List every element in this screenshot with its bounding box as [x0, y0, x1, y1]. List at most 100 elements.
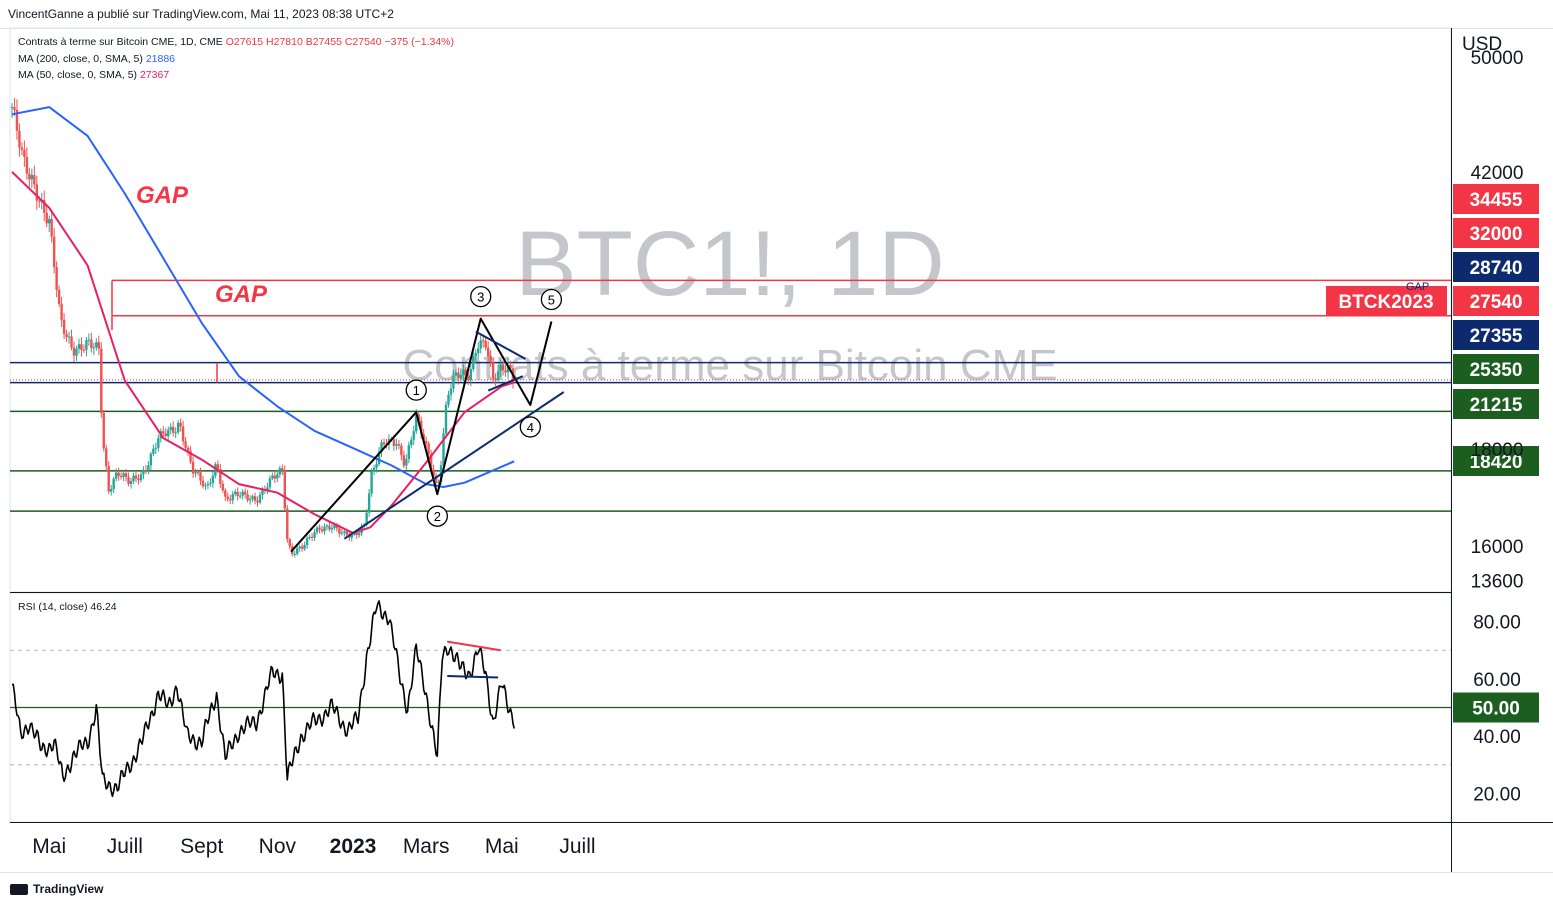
- candle-body: [464, 369, 468, 376]
- candle-body: [169, 426, 172, 430]
- candle: [189, 446, 192, 465]
- candle-body: [30, 175, 34, 180]
- candle: [266, 482, 269, 495]
- candle: [372, 464, 376, 476]
- candle: [320, 525, 324, 534]
- candle: [494, 373, 497, 387]
- legend-rsi-value: 46.24: [90, 601, 117, 613]
- price-tick-50000: 50000: [1471, 48, 1524, 69]
- trendline-triangle-top: [475, 330, 526, 360]
- candle-body: [261, 489, 264, 495]
- candle: [340, 529, 344, 536]
- ma50-line: [11, 171, 515, 534]
- candle-body: [243, 491, 247, 495]
- candle-body: [181, 426, 185, 442]
- candle-body: [375, 464, 378, 468]
- candle-body: [484, 340, 487, 348]
- wave-marker-wave5: 5: [540, 288, 563, 311]
- candle-body: [462, 369, 465, 375]
- candle-body: [330, 527, 334, 530]
- candle-body: [377, 451, 381, 465]
- candle-body: [469, 369, 472, 381]
- candle-body: [457, 372, 460, 379]
- candle-body: [358, 533, 361, 536]
- candle-body: [253, 496, 257, 501]
- level-label-28740: 28740: [1470, 258, 1523, 279]
- level-badge-18420: [1453, 446, 1539, 476]
- candle-body: [224, 490, 227, 497]
- candle-body: [434, 476, 438, 483]
- wave-marker-wave3: 3: [470, 285, 492, 308]
- candle: [325, 524, 329, 531]
- last-price-badge: [1453, 286, 1539, 316]
- candle-body: [119, 476, 123, 478]
- candle: [224, 488, 227, 502]
- candle: [45, 205, 48, 228]
- candle-body: [67, 336, 71, 338]
- candle-body: [214, 464, 217, 476]
- tradingview-logo[interactable]: TradingView: [10, 882, 103, 896]
- candle-body: [172, 426, 175, 433]
- ma200-line: [11, 106, 515, 488]
- candle: [142, 466, 145, 480]
- candle: [33, 165, 36, 190]
- candle: [206, 480, 210, 490]
- candle-body: [248, 498, 252, 501]
- time-tick-0: Mai: [32, 835, 66, 858]
- level-badge-32000: [1453, 218, 1539, 248]
- candle: [377, 447, 381, 466]
- candle-body: [410, 439, 413, 446]
- time-tick-5: Mars: [403, 835, 450, 858]
- candle: [77, 338, 81, 354]
- candle-body: [124, 473, 128, 478]
- candle: [303, 541, 306, 552]
- candle: [486, 340, 490, 363]
- candle-body: [23, 149, 26, 157]
- candle: [457, 367, 460, 385]
- candle-body: [226, 496, 229, 500]
- candle-body: [474, 353, 477, 357]
- candle: [315, 525, 319, 535]
- currency-selector[interactable]: USD: [1462, 34, 1503, 55]
- candle-body: [55, 267, 58, 290]
- candle: [278, 465, 282, 478]
- candle: [226, 492, 229, 503]
- candle-body: [392, 439, 396, 446]
- candle-body: [174, 432, 177, 434]
- candle: [80, 337, 83, 357]
- candle: [427, 441, 430, 458]
- candle: [52, 228, 56, 274]
- candle-body: [412, 431, 415, 440]
- candle-body: [355, 532, 358, 536]
- rsi-tick-80: 80.00: [1473, 613, 1521, 634]
- candle: [281, 464, 284, 476]
- candle-body: [57, 289, 61, 304]
- candle: [313, 528, 316, 541]
- candle: [482, 336, 485, 348]
- candle: [367, 488, 371, 517]
- candle: [236, 487, 239, 501]
- candle: [229, 495, 232, 505]
- candle: [139, 471, 143, 483]
- candle-body: [459, 374, 463, 379]
- candle-body: [432, 469, 435, 477]
- wave-number: 4: [527, 420, 534, 435]
- candle: [107, 461, 110, 495]
- rsi-support-line: [447, 675, 499, 679]
- candle-body: [154, 447, 158, 449]
- candle-body: [345, 531, 348, 535]
- candle: [238, 491, 242, 499]
- candle-body: [395, 444, 398, 446]
- candle: [310, 533, 314, 542]
- candle: [110, 485, 113, 496]
- candle-body: [129, 481, 133, 484]
- candle: [323, 523, 326, 535]
- candle-body: [137, 478, 140, 481]
- candle: [506, 358, 510, 379]
- rsi-line: [11, 600, 515, 798]
- candle-body: [132, 475, 135, 482]
- level-label-34455: 34455: [1470, 190, 1523, 211]
- legend-ma200-row: MA (200, close, 0, SMA, 5) 21886: [18, 53, 175, 65]
- candle: [191, 456, 195, 478]
